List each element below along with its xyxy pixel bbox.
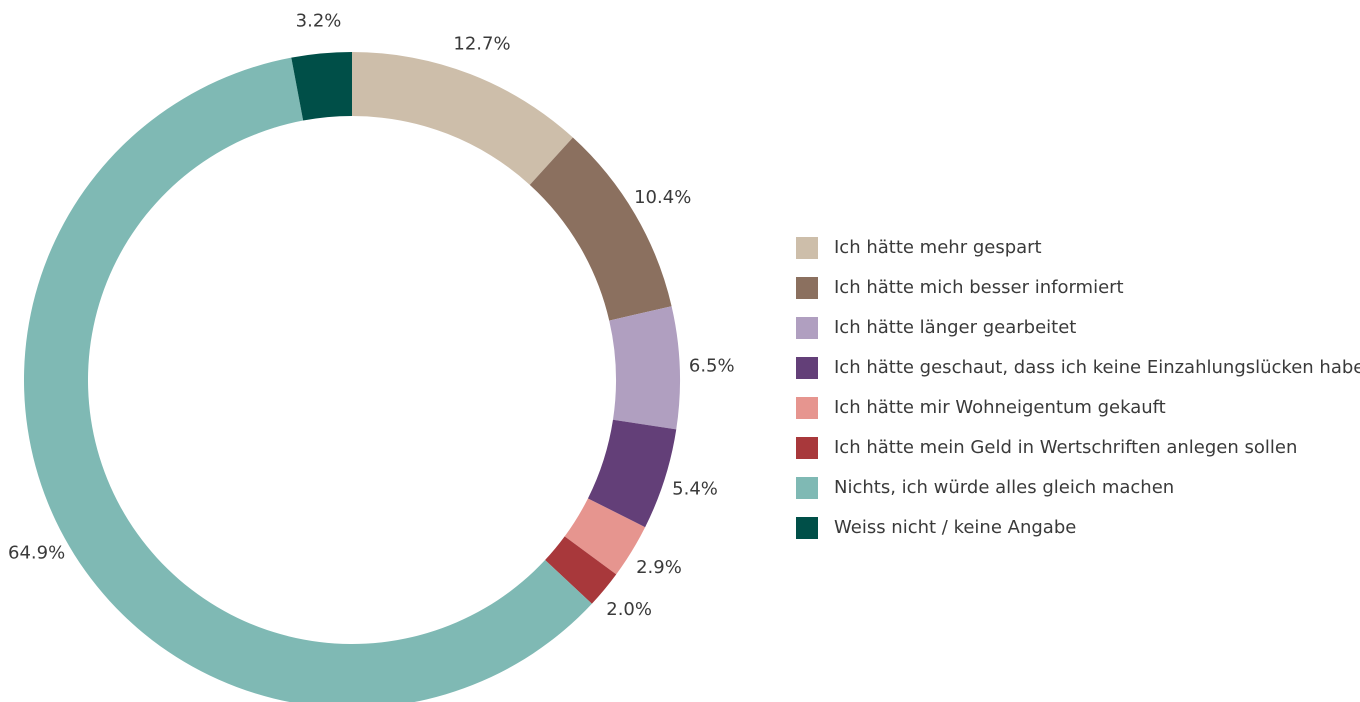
donut-segment: [564, 498, 646, 575]
legend-swatch: [796, 397, 818, 419]
legend-label: Nichts, ich würde alles gleich machen: [834, 477, 1174, 498]
legend-swatch: [796, 317, 818, 339]
data-label: 2.9%: [636, 557, 682, 578]
legend-swatch: [796, 477, 818, 499]
data-label: 6.5%: [689, 355, 735, 376]
data-label: 12.7%: [453, 33, 510, 54]
donut-segment: [352, 52, 573, 185]
donut-segment: [545, 536, 617, 604]
legend-label: Ich hätte mehr gespart: [834, 237, 1042, 258]
data-label: 64.9%: [8, 543, 65, 564]
legend-swatch: [796, 517, 818, 539]
legend-label: Ich hätte länger gearbeitet: [834, 317, 1076, 338]
donut-segment: [529, 137, 672, 321]
data-label: 2.0%: [606, 599, 652, 620]
legend-label: Ich hätte mir Wohneigentum gekauft: [834, 397, 1166, 418]
legend-label: Ich hätte geschaut, dass ich keine Einza…: [834, 357, 1360, 378]
legend-swatch: [796, 437, 818, 459]
legend-swatch: [796, 277, 818, 299]
legend-label: Ich hätte mein Geld in Wertschriften anl…: [834, 437, 1297, 458]
donut-segment: [24, 57, 592, 702]
legend-label: Ich hätte mich besser informiert: [834, 277, 1124, 298]
data-label: 5.4%: [672, 478, 718, 499]
legend-swatch: [796, 237, 818, 259]
data-label: 3.2%: [296, 11, 342, 32]
donut-segment: [291, 52, 352, 121]
donut-segment: [609, 306, 680, 430]
donut-segment: [587, 419, 677, 528]
legend-swatch: [796, 357, 818, 379]
legend-label: Weiss nicht / keine Angabe: [834, 517, 1076, 538]
data-label: 10.4%: [634, 187, 691, 208]
